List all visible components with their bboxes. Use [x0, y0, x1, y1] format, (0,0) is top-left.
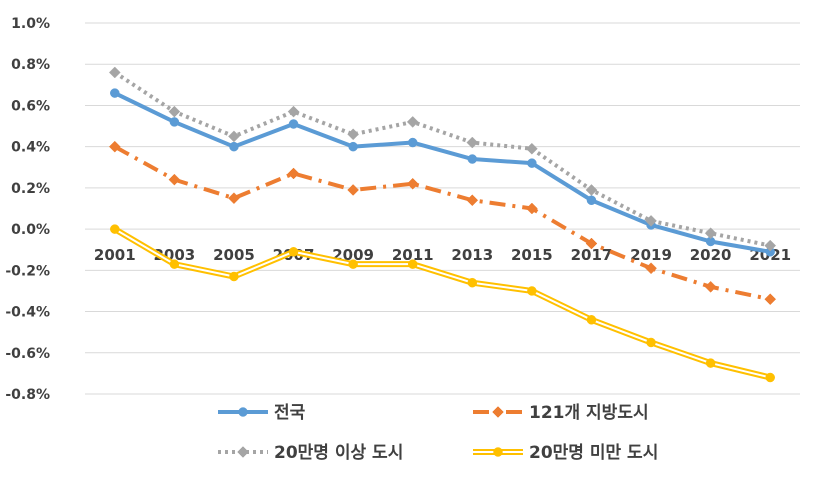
- data-point: [348, 141, 358, 152]
- data-point: [288, 247, 299, 257]
- legend-marker: [492, 406, 504, 418]
- data-point: [586, 315, 597, 325]
- legend-item-4: 20만명 미만 도시: [473, 443, 658, 463]
- x-axis-ticks: 2001200320052007200920112013201520172019…: [94, 246, 791, 264]
- data-point: [110, 224, 120, 234]
- x-tick-label: 2019: [630, 246, 672, 264]
- data-point: [646, 337, 656, 348]
- legend-label: 전국: [274, 403, 306, 423]
- data-point: [645, 262, 657, 275]
- data-point: [406, 116, 419, 128]
- legend-label: 20만명 미만 도시: [529, 443, 658, 463]
- y-tick-label: -0.4%: [5, 305, 50, 321]
- series-line: [113, 91, 771, 254]
- data-point: [526, 142, 538, 155]
- data-point: [526, 202, 538, 215]
- series-line-inner: [114, 228, 771, 379]
- data-point: [466, 194, 479, 207]
- data-point: [347, 184, 359, 196]
- data-point: [467, 154, 478, 164]
- data-point: [705, 358, 716, 368]
- data-point: [527, 158, 537, 168]
- data-point: [467, 277, 478, 288]
- data-point: [406, 177, 419, 190]
- series-3: [108, 66, 777, 252]
- data-point: [228, 192, 240, 205]
- data-point: [288, 119, 299, 129]
- legend-label: 20만명 이상 도시: [274, 443, 403, 463]
- y-tick-label: -0.2%: [5, 263, 50, 279]
- data-point: [169, 117, 180, 127]
- x-tick-label: 2013: [451, 246, 493, 264]
- data-point: [108, 66, 121, 79]
- y-tick-label: 0.2%: [11, 181, 50, 197]
- legend-marker: [238, 407, 248, 417]
- data-point: [407, 259, 418, 269]
- x-tick-label: 2017: [571, 246, 613, 264]
- y-tick-label: 0.4%: [11, 140, 50, 156]
- x-tick-label: 2015: [511, 246, 553, 264]
- data-point: [347, 128, 359, 141]
- legend-item-1: 전국: [218, 403, 306, 423]
- data-point: [585, 184, 598, 196]
- data-point: [110, 88, 120, 98]
- series-1: [110, 88, 775, 257]
- data-point: [407, 137, 418, 148]
- data-point: [765, 372, 775, 383]
- y-tick-label: 1.0%: [11, 16, 50, 32]
- data-point: [645, 215, 657, 227]
- data-point: [168, 173, 181, 186]
- legend-item-2: 121개 지방도시: [473, 403, 649, 423]
- x-tick-label: 2011: [392, 246, 434, 264]
- data-point: [228, 130, 240, 143]
- data-point: [586, 195, 597, 206]
- series-4: [110, 224, 775, 383]
- data-point: [229, 141, 239, 152]
- data-point: [527, 286, 537, 296]
- y-axis-ticks: 1.0% 0.8% 0.6% 0.4% 0.2% 0.0% -0.2% -0.4% -0.6% -…: [5, 16, 50, 403]
- series-lines: [108, 66, 777, 383]
- data-point: [466, 136, 479, 149]
- series-2: [108, 140, 777, 306]
- series-line: [113, 70, 771, 248]
- data-point: [287, 105, 300, 118]
- legend: 전국 121개 지방도시 20만명 이상 도시 20만명 미만 도시: [218, 403, 658, 463]
- data-point: [229, 271, 239, 282]
- y-tick-label: 0.6%: [11, 98, 50, 114]
- x-tick-label: 2001: [94, 246, 136, 264]
- data-point: [704, 227, 717, 240]
- y-tick-label: 0.8%: [11, 57, 50, 73]
- y-tick-label: -0.6%: [5, 346, 50, 362]
- y-tick-label: 0.0%: [11, 222, 50, 238]
- data-point: [764, 293, 777, 306]
- data-point: [168, 105, 181, 118]
- data-point: [287, 167, 300, 180]
- data-point: [169, 259, 180, 269]
- data-point: [585, 237, 598, 250]
- data-point: [108, 140, 121, 153]
- data-point: [704, 280, 717, 293]
- legend-label: 121개 지방도시: [529, 403, 649, 423]
- data-point: [348, 259, 358, 269]
- y-tick-label: -0.8%: [5, 387, 50, 403]
- legend-marker: [237, 446, 249, 458]
- legend-marker: [493, 447, 503, 457]
- legend-item-3: 20만명 이상 도시: [218, 443, 403, 463]
- x-tick-label: 2005: [213, 246, 255, 264]
- data-point: [764, 239, 777, 252]
- gridlines: [85, 22, 800, 395]
- x-tick-label: 2020: [690, 246, 732, 264]
